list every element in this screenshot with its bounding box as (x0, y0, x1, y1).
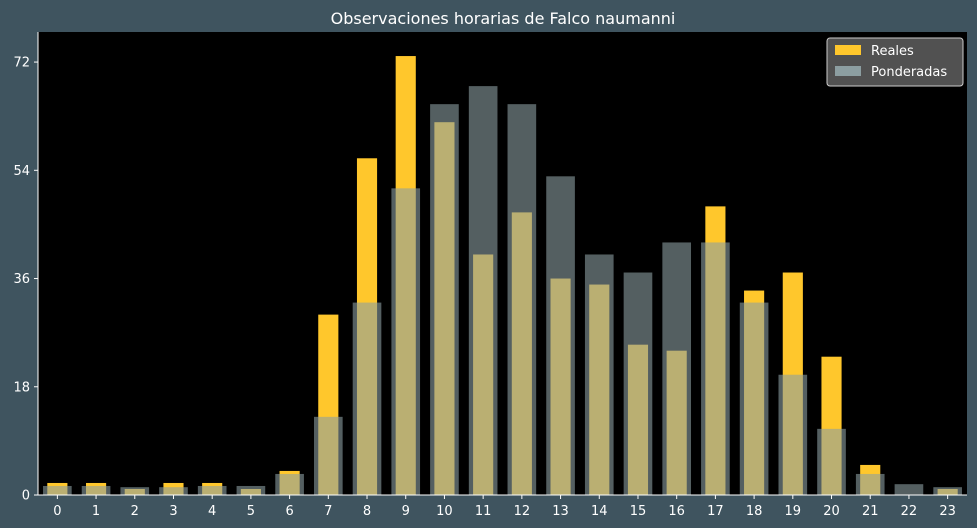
x-tick-label-23: 23 (939, 504, 956, 519)
x-tick-label-11: 11 (475, 504, 492, 519)
bar-ponderadas-12 (507, 104, 537, 495)
x-tick-label-9: 9 (402, 504, 410, 519)
bar-ponderadas-20 (817, 428, 846, 495)
x-tick-label-15: 15 (630, 504, 647, 519)
legend-label-ponderadas: Ponderadas (871, 65, 947, 80)
bar-ponderadas-0 (43, 485, 72, 495)
x-tick-label-17: 17 (707, 504, 724, 519)
x-tick-label-21: 21 (862, 504, 879, 519)
y-tick-label-18: 18 (13, 380, 30, 395)
x-tick-label-14: 14 (591, 504, 608, 519)
bar-ponderadas-13 (546, 176, 575, 495)
x-tick-label-5: 5 (247, 504, 255, 519)
bar-ponderadas-7 (313, 416, 343, 495)
chart-title: Observaciones horarias de Falco naumanni (331, 9, 676, 28)
x-tick-label-1: 1 (92, 504, 100, 519)
bar-ponderadas-22 (894, 484, 924, 495)
x-tick-label-13: 13 (552, 504, 569, 519)
legend-swatch-ponderadas (835, 66, 861, 76)
bar-ponderadas-16 (662, 242, 692, 495)
legend-label-reales: Reales (871, 44, 914, 59)
x-tick-label-19: 19 (785, 504, 802, 519)
plot-area (38, 32, 967, 495)
x-tick-label-3: 3 (169, 504, 177, 519)
x-tick-label-22: 22 (901, 504, 918, 519)
bar-ponderadas-9 (391, 188, 421, 496)
y-axis: 0 18 36 54 72 (13, 32, 39, 504)
bar-ponderadas-6 (275, 473, 304, 495)
bar-ponderadas-14 (584, 254, 614, 495)
bar-ponderadas-21 (855, 473, 885, 495)
y-tick-label-36: 36 (13, 272, 30, 287)
bar-ponderadas-23 (933, 487, 962, 495)
bar-ponderadas-3 (159, 487, 188, 495)
x-tick-label-10: 10 (436, 504, 453, 519)
x-tick-label-12: 12 (514, 504, 531, 519)
y-tick-label-0: 0 (22, 489, 30, 504)
x-tick-label-7: 7 (324, 504, 332, 519)
x-tick-label-16: 16 (668, 504, 685, 519)
y-tick-label-54: 54 (13, 164, 30, 179)
bar-ponderadas-18 (739, 302, 769, 495)
bar-ponderadas-2 (120, 487, 150, 495)
bar-ponderadas-17 (701, 242, 730, 495)
x-tick-label-20: 20 (823, 504, 840, 519)
legend-swatch-reales (835, 45, 861, 55)
x-tick-label-2: 2 (131, 504, 139, 519)
series-ponderadas (43, 86, 962, 496)
bar-ponderadas-19 (778, 374, 808, 495)
legend: Reales Ponderadas (826, 37, 964, 87)
x-tick-label-6: 6 (285, 504, 293, 519)
y-tick-label-72: 72 (13, 56, 30, 71)
bar-ponderadas-8 (352, 302, 382, 495)
x-tick-label-4: 4 (208, 504, 216, 519)
bar-ponderadas-1 (81, 485, 111, 495)
bar-ponderadas-11 (468, 86, 498, 495)
bar-ponderadas-10 (430, 104, 459, 495)
bar-ponderadas-4 (197, 485, 227, 495)
bar-ponderadas-15 (623, 272, 653, 495)
x-tick-label-8: 8 (363, 504, 371, 519)
x-tick-label-18: 18 (746, 504, 763, 519)
bar-ponderadas-5 (236, 485, 266, 495)
x-tick-label-0: 0 (53, 504, 61, 519)
x-axis: 0 1 2 3 4 5 6 7 8 9 10 11 12 13 14 15 16 17 18 19 20 21 22 23 (38, 494, 967, 519)
